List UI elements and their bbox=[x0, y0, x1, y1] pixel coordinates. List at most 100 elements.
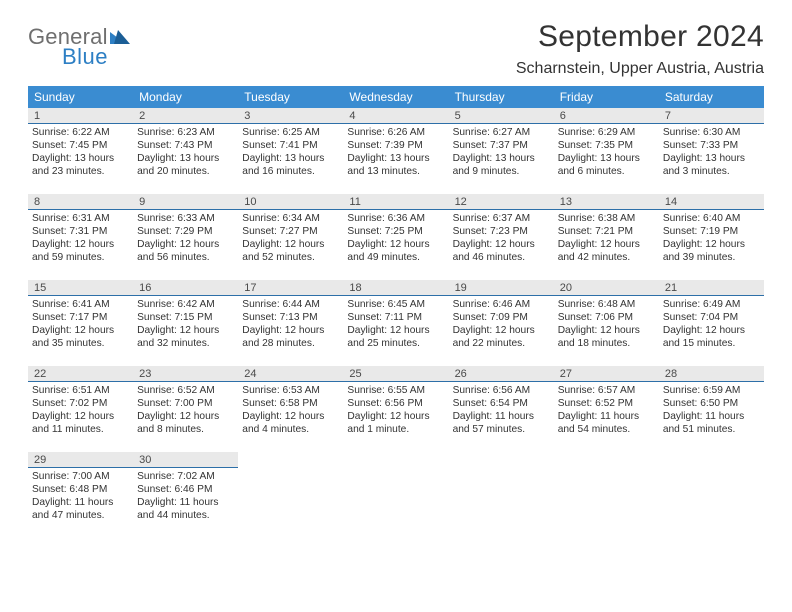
daylight-text: Daylight: 13 hours and 20 minutes. bbox=[137, 152, 234, 178]
sunset-text: Sunset: 7:25 PM bbox=[347, 225, 444, 238]
sunrise-text: Sunrise: 6:34 AM bbox=[242, 212, 339, 225]
sunrise-text: Sunrise: 6:27 AM bbox=[453, 126, 550, 139]
calendar-cell: 14Sunrise: 6:40 AMSunset: 7:19 PMDayligh… bbox=[659, 194, 764, 280]
sunset-text: Sunset: 6:56 PM bbox=[347, 397, 444, 410]
daylight-text: Daylight: 12 hours and 28 minutes. bbox=[242, 324, 339, 350]
calendar-cell: 20Sunrise: 6:48 AMSunset: 7:06 PMDayligh… bbox=[554, 280, 659, 366]
day-detail: Sunrise: 7:00 AMSunset: 6:48 PMDaylight:… bbox=[28, 468, 133, 524]
calendar-body: 1Sunrise: 6:22 AMSunset: 7:45 PMDaylight… bbox=[28, 108, 764, 538]
daylight-text: Daylight: 13 hours and 13 minutes. bbox=[347, 152, 444, 178]
daylight-text: Daylight: 12 hours and 22 minutes. bbox=[453, 324, 550, 350]
calendar-cell: 26Sunrise: 6:56 AMSunset: 6:54 PMDayligh… bbox=[449, 366, 554, 452]
day-detail: Sunrise: 6:36 AMSunset: 7:25 PMDaylight:… bbox=[343, 210, 448, 266]
daylight-text: Daylight: 11 hours and 44 minutes. bbox=[137, 496, 234, 522]
calendar-cell bbox=[554, 452, 659, 538]
sunrise-text: Sunrise: 6:38 AM bbox=[558, 212, 655, 225]
day-detail: Sunrise: 6:33 AMSunset: 7:29 PMDaylight:… bbox=[133, 210, 238, 266]
sunset-text: Sunset: 6:54 PM bbox=[453, 397, 550, 410]
sunset-text: Sunset: 7:19 PM bbox=[663, 225, 760, 238]
sunset-text: Sunset: 6:46 PM bbox=[137, 483, 234, 496]
sunset-text: Sunset: 7:06 PM bbox=[558, 311, 655, 324]
daylight-text: Daylight: 12 hours and 49 minutes. bbox=[347, 238, 444, 264]
sunrise-text: Sunrise: 6:48 AM bbox=[558, 298, 655, 311]
sunrise-text: Sunrise: 6:45 AM bbox=[347, 298, 444, 311]
calendar-cell: 13Sunrise: 6:38 AMSunset: 7:21 PMDayligh… bbox=[554, 194, 659, 280]
sunset-text: Sunset: 7:15 PM bbox=[137, 311, 234, 324]
location-label: Scharnstein, Upper Austria, Austria bbox=[516, 60, 764, 78]
day-header: Wednesday bbox=[343, 86, 448, 108]
calendar-cell: 6Sunrise: 6:29 AMSunset: 7:35 PMDaylight… bbox=[554, 108, 659, 194]
calendar-cell: 25Sunrise: 6:55 AMSunset: 6:56 PMDayligh… bbox=[343, 366, 448, 452]
day-detail: Sunrise: 6:48 AMSunset: 7:06 PMDaylight:… bbox=[554, 296, 659, 352]
daylight-text: Daylight: 13 hours and 9 minutes. bbox=[453, 152, 550, 178]
daylight-text: Daylight: 13 hours and 23 minutes. bbox=[32, 152, 129, 178]
day-number: 10 bbox=[238, 194, 343, 210]
daylight-text: Daylight: 12 hours and 52 minutes. bbox=[242, 238, 339, 264]
day-detail: Sunrise: 7:02 AMSunset: 6:46 PMDaylight:… bbox=[133, 468, 238, 524]
day-detail: Sunrise: 6:29 AMSunset: 7:35 PMDaylight:… bbox=[554, 124, 659, 180]
day-number: 4 bbox=[343, 108, 448, 124]
day-detail: Sunrise: 6:37 AMSunset: 7:23 PMDaylight:… bbox=[449, 210, 554, 266]
calendar-cell: 18Sunrise: 6:45 AMSunset: 7:11 PMDayligh… bbox=[343, 280, 448, 366]
logo: General Blue bbox=[28, 20, 132, 70]
day-number: 7 bbox=[659, 108, 764, 124]
day-number: 16 bbox=[133, 280, 238, 296]
sunrise-text: Sunrise: 6:55 AM bbox=[347, 384, 444, 397]
header: General Blue September 2024 Scharnstein,… bbox=[28, 20, 764, 78]
sunset-text: Sunset: 7:09 PM bbox=[453, 311, 550, 324]
daylight-text: Daylight: 12 hours and 35 minutes. bbox=[32, 324, 129, 350]
day-number: 8 bbox=[28, 194, 133, 210]
sunrise-text: Sunrise: 6:33 AM bbox=[137, 212, 234, 225]
logo-triangle-icon bbox=[110, 24, 132, 50]
day-number: 18 bbox=[343, 280, 448, 296]
day-number: 27 bbox=[554, 366, 659, 382]
day-detail: Sunrise: 6:46 AMSunset: 7:09 PMDaylight:… bbox=[449, 296, 554, 352]
sunset-text: Sunset: 7:17 PM bbox=[32, 311, 129, 324]
day-number: 9 bbox=[133, 194, 238, 210]
day-header-row: SundayMondayTuesdayWednesdayThursdayFrid… bbox=[28, 86, 764, 108]
sunset-text: Sunset: 6:50 PM bbox=[663, 397, 760, 410]
sunrise-text: Sunrise: 6:53 AM bbox=[242, 384, 339, 397]
day-number: 11 bbox=[343, 194, 448, 210]
day-number: 13 bbox=[554, 194, 659, 210]
day-detail: Sunrise: 6:31 AMSunset: 7:31 PMDaylight:… bbox=[28, 210, 133, 266]
sunset-text: Sunset: 7:04 PM bbox=[663, 311, 760, 324]
day-number: 20 bbox=[554, 280, 659, 296]
logo-word2: Blue bbox=[62, 44, 108, 70]
day-number: 3 bbox=[238, 108, 343, 124]
daylight-text: Daylight: 13 hours and 3 minutes. bbox=[663, 152, 760, 178]
calendar-cell: 29Sunrise: 7:00 AMSunset: 6:48 PMDayligh… bbox=[28, 452, 133, 538]
calendar-page: General Blue September 2024 Scharnstein,… bbox=[0, 0, 792, 558]
day-detail: Sunrise: 6:30 AMSunset: 7:33 PMDaylight:… bbox=[659, 124, 764, 180]
day-detail: Sunrise: 6:49 AMSunset: 7:04 PMDaylight:… bbox=[659, 296, 764, 352]
day-number: 1 bbox=[28, 108, 133, 124]
day-detail: Sunrise: 6:45 AMSunset: 7:11 PMDaylight:… bbox=[343, 296, 448, 352]
day-header: Tuesday bbox=[238, 86, 343, 108]
month-title: September 2024 bbox=[516, 20, 764, 54]
sunrise-text: Sunrise: 6:41 AM bbox=[32, 298, 129, 311]
day-detail: Sunrise: 6:26 AMSunset: 7:39 PMDaylight:… bbox=[343, 124, 448, 180]
calendar-cell: 4Sunrise: 6:26 AMSunset: 7:39 PMDaylight… bbox=[343, 108, 448, 194]
calendar-week: 1Sunrise: 6:22 AMSunset: 7:45 PMDaylight… bbox=[28, 108, 764, 194]
sunset-text: Sunset: 7:21 PM bbox=[558, 225, 655, 238]
calendar-cell: 28Sunrise: 6:59 AMSunset: 6:50 PMDayligh… bbox=[659, 366, 764, 452]
day-detail: Sunrise: 6:53 AMSunset: 6:58 PMDaylight:… bbox=[238, 382, 343, 438]
day-number: 19 bbox=[449, 280, 554, 296]
sunrise-text: Sunrise: 6:29 AM bbox=[558, 126, 655, 139]
day-header: Friday bbox=[554, 86, 659, 108]
day-detail: Sunrise: 6:41 AMSunset: 7:17 PMDaylight:… bbox=[28, 296, 133, 352]
daylight-text: Daylight: 12 hours and 39 minutes. bbox=[663, 238, 760, 264]
day-detail: Sunrise: 6:27 AMSunset: 7:37 PMDaylight:… bbox=[449, 124, 554, 180]
day-number: 29 bbox=[28, 452, 133, 468]
sunset-text: Sunset: 7:27 PM bbox=[242, 225, 339, 238]
sunset-text: Sunset: 7:37 PM bbox=[453, 139, 550, 152]
sunset-text: Sunset: 7:11 PM bbox=[347, 311, 444, 324]
title-block: September 2024 Scharnstein, Upper Austri… bbox=[516, 20, 764, 78]
day-detail: Sunrise: 6:51 AMSunset: 7:02 PMDaylight:… bbox=[28, 382, 133, 438]
day-number: 17 bbox=[238, 280, 343, 296]
sunset-text: Sunset: 7:35 PM bbox=[558, 139, 655, 152]
calendar-cell: 19Sunrise: 6:46 AMSunset: 7:09 PMDayligh… bbox=[449, 280, 554, 366]
day-detail: Sunrise: 6:59 AMSunset: 6:50 PMDaylight:… bbox=[659, 382, 764, 438]
daylight-text: Daylight: 11 hours and 54 minutes. bbox=[558, 410, 655, 436]
daylight-text: Daylight: 12 hours and 4 minutes. bbox=[242, 410, 339, 436]
